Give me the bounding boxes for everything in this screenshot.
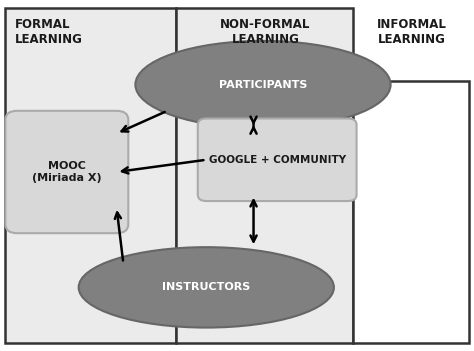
FancyBboxPatch shape [353,81,469,343]
FancyBboxPatch shape [175,8,353,343]
Ellipse shape [79,247,334,327]
Text: FORMAL
LEARNING: FORMAL LEARNING [15,18,83,46]
FancyBboxPatch shape [5,111,128,233]
Ellipse shape [136,41,391,128]
Text: GOOGLE + COMMUNITY: GOOGLE + COMMUNITY [209,155,346,165]
Text: MOOC
(Miriada X): MOOC (Miriada X) [32,161,101,183]
FancyBboxPatch shape [198,119,356,201]
Text: PARTICIPANTS: PARTICIPANTS [219,80,307,90]
Text: INSTRUCTORS: INSTRUCTORS [162,282,250,292]
Text: INFORMAL
LEARNING: INFORMAL LEARNING [377,18,447,46]
Text: NON-FORMAL
LEARNING: NON-FORMAL LEARNING [220,18,310,46]
FancyBboxPatch shape [5,8,175,343]
